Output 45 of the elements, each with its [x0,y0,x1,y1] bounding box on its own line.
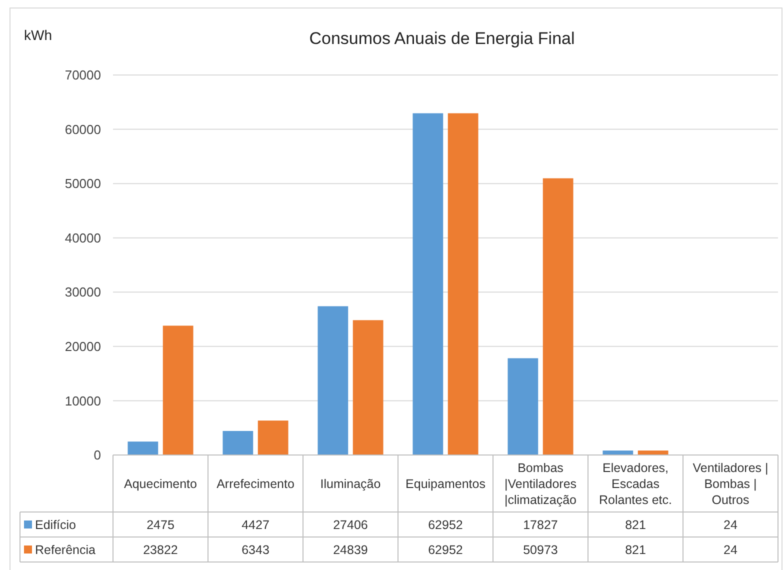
data-label: 50973 [523,542,558,557]
data-label: 821 [625,542,646,557]
y-tick-label: 20000 [64,338,101,354]
bar [638,450,668,455]
x-tick-label: Aquecimento [124,476,198,491]
data-label: 821 [625,518,646,532]
y-tick-label: 40000 [64,230,101,246]
bar [412,113,444,455]
bar [318,306,348,455]
bar [352,320,384,455]
data-label: 62952 [428,542,463,557]
y-tick-label: 0 [94,448,101,463]
legend-label: Edifício [35,518,76,532]
data-label: 2475 [146,518,174,532]
data-label: 4427 [242,518,270,532]
bar [222,430,254,455]
bar [162,326,194,455]
x-tick-label: Iluminação [320,476,381,491]
y-tick-label: 30000 [64,284,101,300]
bar [258,420,288,455]
data-label: 24839 [333,542,368,557]
data-label: 24 [724,518,738,532]
bar [602,450,634,455]
y-tick-label: 60000 [64,122,101,137]
data-label: 27406 [333,518,368,532]
bar [128,442,158,455]
bar [508,358,538,455]
x-tick-label: Ventiladores | Bombas | Outros [692,460,768,507]
bar [448,113,478,455]
x-tick-label: Equipamentos [406,476,486,491]
x-tick-label: Bombas |Ventiladores |climatização [504,460,577,507]
y-tick-label: 70000 [64,68,101,83]
x-tick-label: Arrefecimento [216,476,294,491]
data-label: 24 [724,542,738,557]
data-label: 17827 [523,518,558,532]
y-axis-title: kWh [24,27,52,43]
y-tick-label: 50000 [64,176,101,192]
chart-title: Consumos Anuais de Energia Final [309,29,575,48]
y-tick-label: 10000 [64,393,101,408]
x-tick-label: Elevadores, Escadas Rolantes etc. [599,460,672,507]
data-label: 62952 [428,518,463,532]
data-label: 6343 [242,542,270,557]
bar [542,178,574,455]
legend-label: Referência [35,542,96,557]
data-label: 23822 [143,542,178,557]
